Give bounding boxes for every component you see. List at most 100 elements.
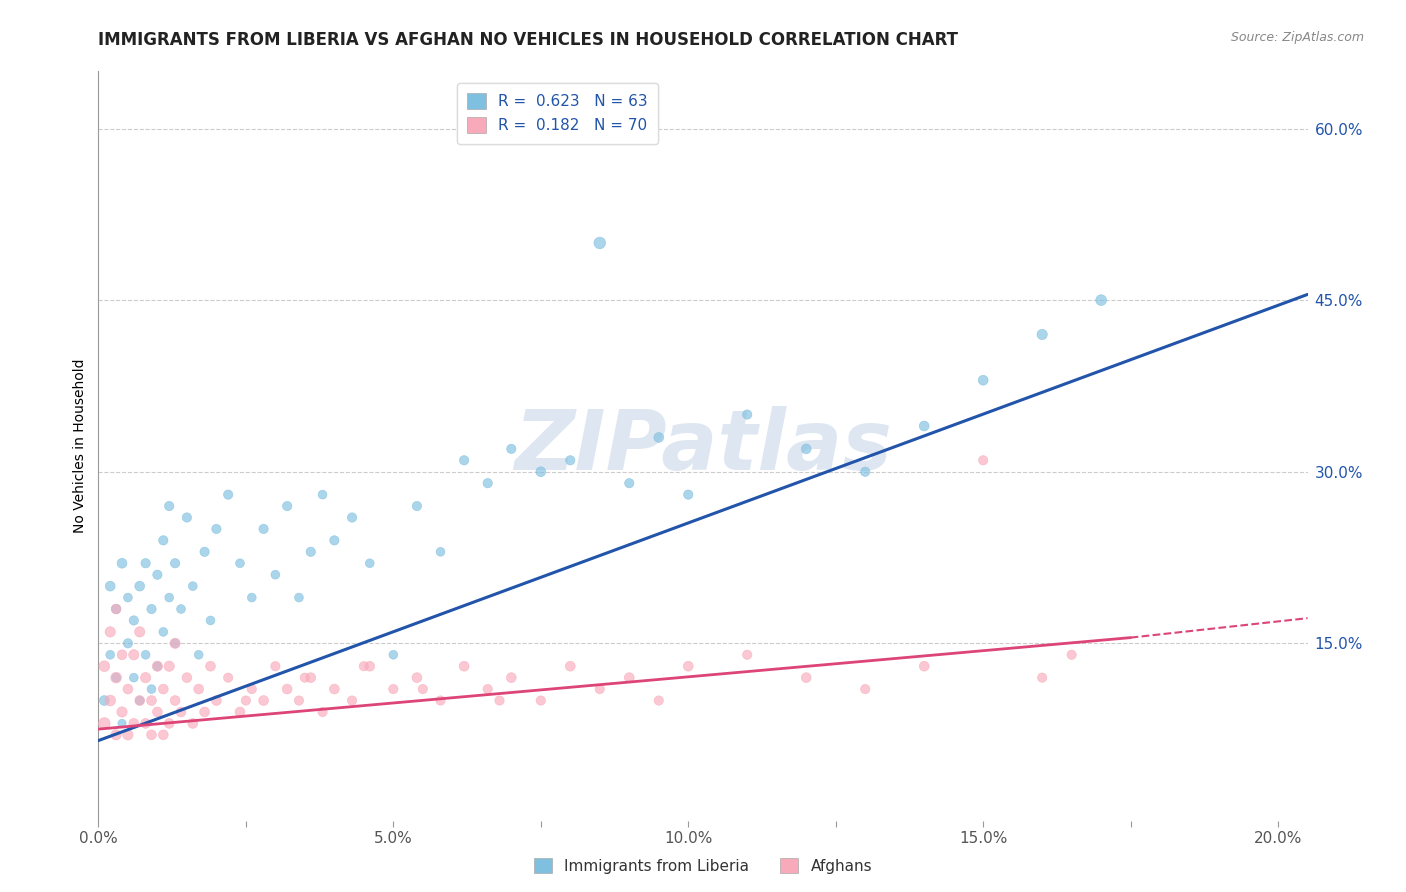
Point xyxy=(217,488,239,502)
Point xyxy=(122,716,145,731)
Point xyxy=(912,419,935,434)
Point xyxy=(135,648,157,662)
Point xyxy=(152,682,174,697)
Point xyxy=(972,453,994,467)
Point xyxy=(111,705,134,719)
Point xyxy=(311,705,333,719)
Point xyxy=(794,442,817,456)
Point xyxy=(252,522,274,536)
Point xyxy=(157,659,180,673)
Point xyxy=(157,591,180,605)
Text: ZIPatlas: ZIPatlas xyxy=(515,406,891,486)
Point xyxy=(187,648,209,662)
Point xyxy=(93,716,115,731)
Point xyxy=(187,682,209,697)
Point xyxy=(146,659,169,673)
Point xyxy=(141,602,163,616)
Point xyxy=(530,465,553,479)
Point xyxy=(111,648,134,662)
Point xyxy=(1060,648,1083,662)
Point xyxy=(429,693,451,707)
Point xyxy=(157,716,180,731)
Point xyxy=(111,556,134,570)
Point xyxy=(98,693,121,707)
Point xyxy=(1031,327,1053,342)
Point xyxy=(560,659,582,673)
Point xyxy=(98,624,121,639)
Point xyxy=(105,602,128,616)
Point xyxy=(93,659,115,673)
Point xyxy=(93,693,115,707)
Y-axis label: No Vehicles in Household: No Vehicles in Household xyxy=(73,359,87,533)
Point xyxy=(165,693,187,707)
Point xyxy=(205,522,228,536)
Point xyxy=(128,693,150,707)
Point xyxy=(200,659,222,673)
Point xyxy=(299,671,322,685)
Point xyxy=(323,533,346,548)
Point xyxy=(678,488,700,502)
Point xyxy=(735,408,758,422)
Point xyxy=(200,614,222,628)
Point xyxy=(141,682,163,697)
Point xyxy=(853,465,876,479)
Point xyxy=(217,671,239,685)
Point xyxy=(235,693,257,707)
Point xyxy=(382,648,405,662)
Point xyxy=(453,453,475,467)
Point xyxy=(176,510,198,524)
Point xyxy=(488,693,510,707)
Point xyxy=(252,693,274,707)
Point xyxy=(146,567,169,582)
Point xyxy=(311,488,333,502)
Point xyxy=(141,693,163,707)
Point xyxy=(294,671,316,685)
Point xyxy=(264,567,287,582)
Point xyxy=(122,614,145,628)
Point xyxy=(170,705,193,719)
Point xyxy=(157,499,180,513)
Point xyxy=(105,602,128,616)
Point xyxy=(152,728,174,742)
Point xyxy=(98,648,121,662)
Point xyxy=(589,682,612,697)
Point xyxy=(128,624,150,639)
Point xyxy=(406,499,429,513)
Point xyxy=(648,430,671,444)
Point xyxy=(117,682,139,697)
Point xyxy=(340,693,363,707)
Point xyxy=(105,728,128,742)
Point xyxy=(429,545,451,559)
Point xyxy=(560,453,582,467)
Point xyxy=(229,705,252,719)
Point xyxy=(105,671,128,685)
Point xyxy=(276,499,298,513)
Point xyxy=(288,591,311,605)
Point xyxy=(340,510,363,524)
Point xyxy=(176,671,198,685)
Point xyxy=(794,671,817,685)
Point xyxy=(165,636,187,650)
Point xyxy=(135,716,157,731)
Point xyxy=(122,671,145,685)
Point xyxy=(152,533,174,548)
Point xyxy=(135,556,157,570)
Point xyxy=(128,693,150,707)
Point xyxy=(501,442,523,456)
Point xyxy=(359,659,381,673)
Legend: Immigrants from Liberia, Afghans: Immigrants from Liberia, Afghans xyxy=(527,852,879,880)
Point xyxy=(141,728,163,742)
Point xyxy=(648,693,671,707)
Point xyxy=(170,602,193,616)
Point xyxy=(619,671,641,685)
Point xyxy=(229,556,252,570)
Point xyxy=(105,671,128,685)
Point xyxy=(146,705,169,719)
Point xyxy=(276,682,298,697)
Point xyxy=(619,476,641,491)
Point xyxy=(735,648,758,662)
Point xyxy=(128,579,150,593)
Point xyxy=(264,659,287,673)
Point xyxy=(501,671,523,685)
Point xyxy=(117,636,139,650)
